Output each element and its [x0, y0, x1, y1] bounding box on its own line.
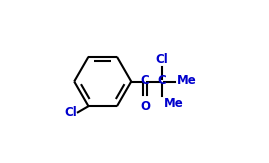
Text: Cl: Cl [64, 106, 77, 119]
Text: C: C [141, 74, 150, 87]
Text: C: C [158, 74, 167, 87]
Text: Cl: Cl [156, 52, 169, 66]
Text: Me: Me [164, 97, 183, 111]
Text: O: O [140, 100, 150, 113]
Text: Me: Me [177, 74, 197, 87]
